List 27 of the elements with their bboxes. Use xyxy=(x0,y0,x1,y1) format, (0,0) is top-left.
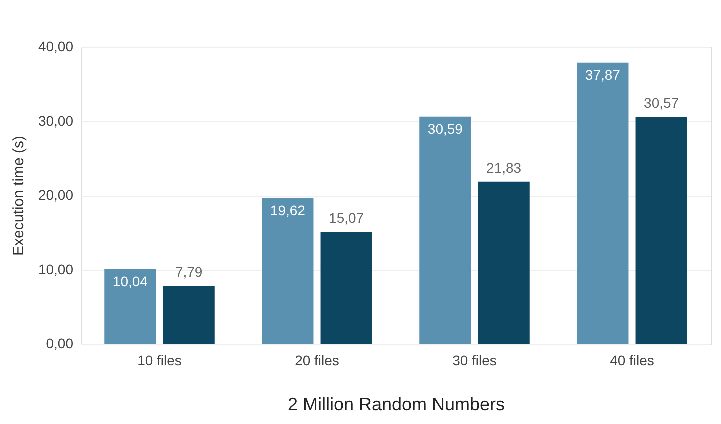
x-tick-label: 20 files xyxy=(295,352,340,368)
y-tick-label: 40,00 xyxy=(38,38,74,54)
bar xyxy=(420,116,472,344)
bar xyxy=(478,182,530,344)
data-label: 15,07 xyxy=(329,210,364,226)
y-tick-label: 30,00 xyxy=(38,112,74,129)
x-tick-label: 10 files xyxy=(138,352,182,368)
y-tick-label: 20,00 xyxy=(38,187,74,203)
bar xyxy=(163,286,215,344)
x-tick-label: 30 files xyxy=(452,352,497,368)
y-tick-label: 0,00 xyxy=(46,336,74,352)
bar xyxy=(577,62,629,344)
data-label: 7,79 xyxy=(175,264,203,280)
data-label: 21,83 xyxy=(486,160,522,176)
data-label: 10,04 xyxy=(112,273,148,290)
data-label: 37,87 xyxy=(585,66,621,83)
bar xyxy=(636,117,688,344)
x-tick-label: 40 files xyxy=(610,352,654,368)
y-axis-title: Execution time (s) xyxy=(10,136,28,256)
bar xyxy=(320,232,372,344)
bar xyxy=(262,198,314,344)
bar xyxy=(104,269,156,344)
x-axis-title: 2 Million Random Numbers xyxy=(288,394,506,414)
y-tick-label: 10,00 xyxy=(38,261,74,278)
data-label: 19,62 xyxy=(270,202,306,218)
data-label: 30,57 xyxy=(644,95,680,112)
data-label: 30,59 xyxy=(428,120,464,137)
